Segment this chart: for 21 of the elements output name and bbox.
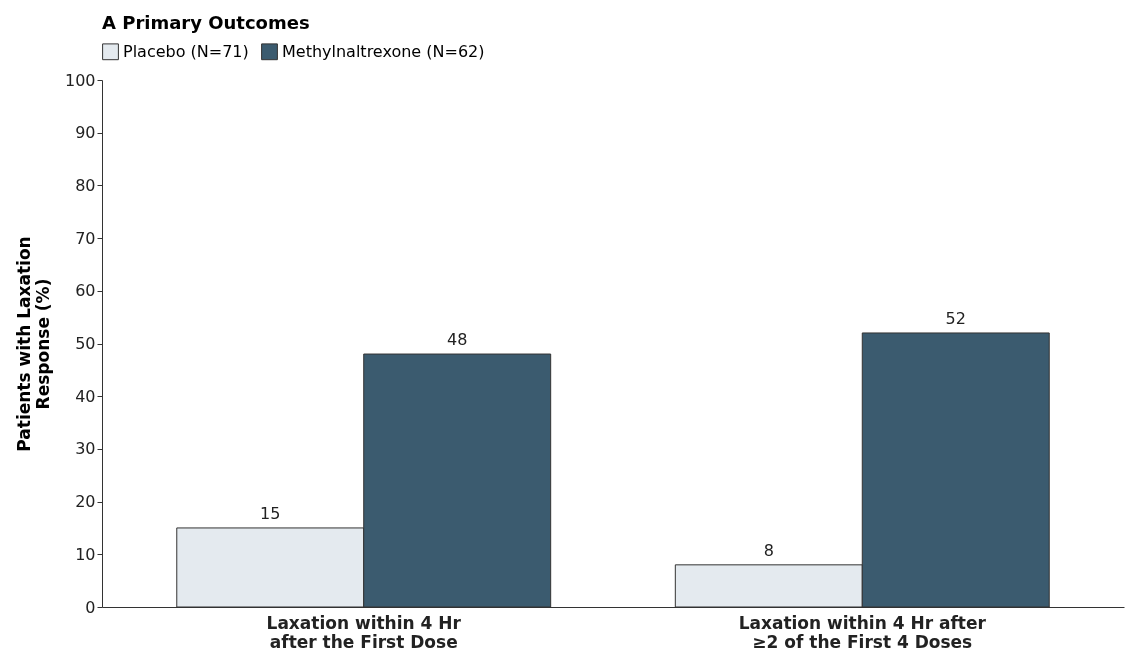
data-label: 52 bbox=[945, 308, 966, 328]
y-tick-label: 60 bbox=[75, 281, 96, 301]
y-tick-label: 0 bbox=[85, 597, 96, 617]
y-tick-label: 70 bbox=[75, 228, 96, 248]
data-label: 48 bbox=[447, 330, 468, 350]
y-tick-label: 100 bbox=[64, 70, 96, 90]
legend-label: Placebo (N=71) bbox=[123, 41, 249, 61]
y-tick-label: 40 bbox=[75, 386, 96, 406]
y-tick-label: 90 bbox=[75, 123, 96, 143]
chart-title: A Primary Outcomes bbox=[102, 12, 310, 33]
y-tick-label: 10 bbox=[75, 544, 96, 564]
y-tick-label: 50 bbox=[75, 334, 96, 353]
legend-label: Methylnaltrexone (N=62) bbox=[282, 41, 485, 61]
data-label: 15 bbox=[260, 503, 281, 523]
y-tick-label: 30 bbox=[75, 439, 96, 459]
x-tick-label: Laxation within 4 Hr after ≥2 of the First 4 Doses bbox=[738, 612, 987, 652]
y-tick-label: 20 bbox=[75, 492, 96, 512]
x-tick-label: Laxation within 4 Hr after the First Dose bbox=[266, 612, 462, 652]
y-axis-title: Patients with Laxation Response (%) bbox=[13, 236, 53, 452]
data-label: 8 bbox=[763, 540, 774, 560]
y-tick-label: 80 bbox=[75, 175, 96, 195]
